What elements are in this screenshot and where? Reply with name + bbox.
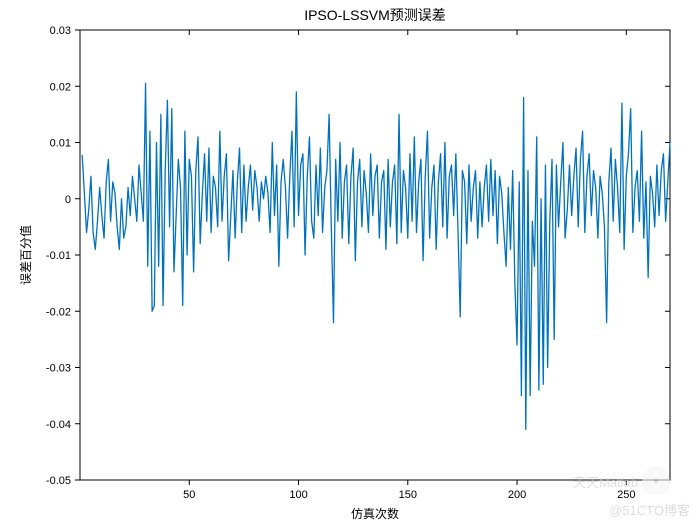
watermark-icon-glyph: ● bbox=[653, 476, 659, 487]
svg-text:-0.04: -0.04 bbox=[46, 419, 71, 431]
svg-text:50: 50 bbox=[183, 489, 195, 501]
svg-text:200: 200 bbox=[508, 489, 526, 501]
svg-text:100: 100 bbox=[289, 489, 307, 501]
svg-text:0.02: 0.02 bbox=[50, 81, 71, 93]
svg-text:0: 0 bbox=[65, 194, 71, 206]
chart-container: -0.05 -0.04 -0.03 -0.02 -0.01 0 0.01 0.02 0.03 50… bbox=[0, 0, 700, 525]
watermark-primary-text: 天天Matlab bbox=[573, 472, 638, 491]
svg-text:0.01: 0.01 bbox=[50, 138, 71, 150]
watermark-secondary-text: @51CTO博客 bbox=[609, 500, 690, 519]
svg-text:-0.03: -0.03 bbox=[46, 363, 71, 375]
svg-text:IPSO-LSSVM预测误差: IPSO-LSSVM预测误差 bbox=[304, 7, 446, 23]
svg-text:-0.05: -0.05 bbox=[46, 475, 71, 487]
svg-text:误差百分值: 误差百分值 bbox=[18, 225, 33, 285]
svg-text:150: 150 bbox=[399, 489, 417, 501]
svg-text:仿真次数: 仿真次数 bbox=[351, 506, 399, 521]
svg-text:-0.01: -0.01 bbox=[46, 250, 71, 262]
svg-text:-0.02: -0.02 bbox=[46, 306, 71, 318]
watermark-icon: ● bbox=[642, 467, 670, 495]
svg-text:0.03: 0.03 bbox=[50, 25, 71, 37]
line-chart: -0.05 -0.04 -0.03 -0.02 -0.01 0 0.01 0.02 0.03 50… bbox=[0, 0, 700, 525]
